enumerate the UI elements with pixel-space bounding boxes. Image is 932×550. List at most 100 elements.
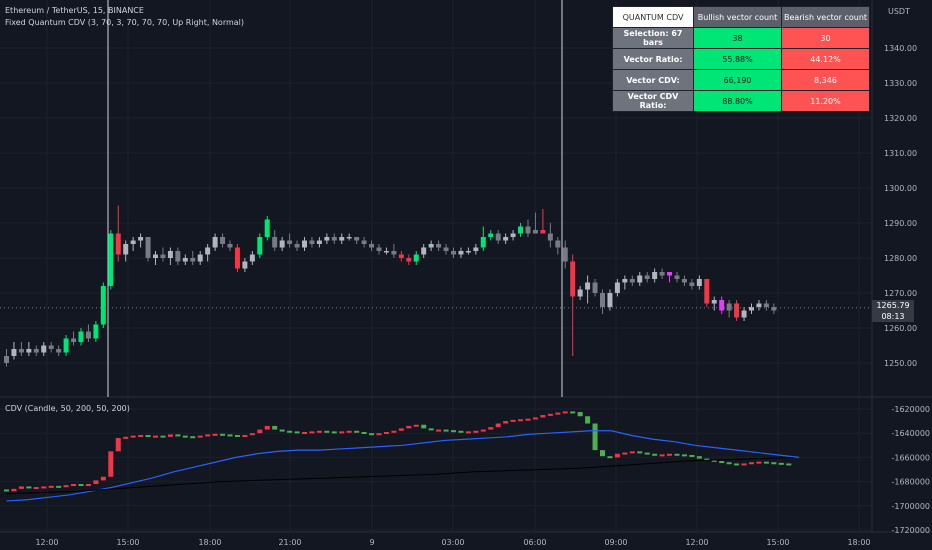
price-candle	[85, 331, 91, 339]
cdv-candle	[279, 429, 285, 432]
cdv-candle	[220, 433, 226, 436]
cdv-candle	[637, 451, 643, 454]
bearish-value: 11.20%	[781, 90, 870, 112]
price-candle	[391, 251, 397, 255]
cdv-candle	[361, 431, 367, 434]
cdv-candle	[413, 424, 419, 427]
cdv-candle	[786, 463, 792, 466]
price-candle	[503, 237, 509, 241]
price-candle	[518, 226, 524, 234]
cdv-candle	[577, 412, 583, 417]
cdv-candle	[257, 429, 263, 434]
cdv-candle	[480, 429, 486, 432]
cdv-candle	[41, 486, 47, 489]
price-candle	[63, 338, 69, 353]
cdv-candle	[726, 462, 732, 465]
price-tick-label: 1290.00	[884, 219, 917, 228]
price-candle	[234, 247, 240, 269]
price-candle	[749, 307, 754, 311]
price-candle	[398, 254, 404, 258]
cdv-candle	[316, 430, 322, 433]
cdv-candle	[48, 485, 54, 488]
cdv-candle	[398, 428, 404, 431]
price-candle	[294, 244, 300, 248]
price-candle	[592, 282, 598, 293]
price-candle	[570, 261, 576, 297]
cdv-candle	[160, 435, 166, 438]
cdv-candle	[383, 431, 389, 434]
bar-countdown: 08:13	[881, 312, 905, 321]
price-candle	[771, 307, 777, 311]
price-candle	[585, 282, 591, 290]
price-candle	[428, 244, 434, 248]
price-candle	[18, 349, 24, 353]
price-candle	[689, 282, 695, 286]
price-candle	[540, 230, 546, 234]
price-candle	[175, 251, 181, 262]
cdv-candle	[302, 431, 307, 434]
price-candle	[458, 251, 464, 255]
cdv-candle	[78, 484, 84, 487]
table-header-quantum-cdv: QUANTUM CDV	[612, 6, 694, 28]
cdv-candle	[532, 417, 538, 420]
price-candle	[249, 254, 255, 262]
price-tick-label: 1330.00	[884, 79, 917, 88]
cdv-candle	[689, 454, 695, 457]
price-candle	[182, 258, 188, 262]
cdv-candle	[510, 419, 516, 422]
cdv-candle	[421, 424, 427, 429]
price-candle	[264, 219, 270, 237]
cdv-candle	[592, 423, 598, 451]
cdv-candle	[391, 430, 397, 433]
bearish-value: 30	[781, 27, 870, 49]
last-price-value: 1265.79	[876, 301, 910, 310]
cdv-candle	[376, 433, 382, 436]
price-candle	[123, 244, 129, 255]
cdv-candle	[570, 411, 576, 414]
price-candle	[48, 345, 54, 349]
price-candle	[190, 258, 196, 262]
cdv-candle	[100, 476, 106, 481]
price-tick-label: 1280.00	[884, 254, 917, 263]
price-candle	[369, 244, 375, 248]
cdv-candle	[614, 453, 620, 458]
table-row-label: Vector CDV Ratio:	[612, 90, 694, 112]
price-candle	[711, 300, 717, 304]
cdv-tick-label: -1620000	[891, 405, 930, 414]
cdv-candle	[234, 435, 240, 438]
price-candle	[153, 254, 158, 258]
last-price-label: 1265.79 08:13	[872, 300, 914, 322]
price-candle	[71, 338, 77, 342]
price-tick-label: 1310.00	[884, 149, 917, 158]
price-candle	[659, 272, 665, 276]
cdv-candle	[212, 433, 218, 436]
cdv-candle	[249, 433, 255, 436]
price-candle	[525, 226, 531, 234]
cdv-candle	[607, 456, 613, 459]
cdv-candle	[346, 430, 352, 433]
price-candle	[600, 293, 605, 307]
price-candle	[629, 279, 635, 283]
bearish-value: 8,346	[781, 69, 870, 91]
price-candle	[383, 251, 389, 253]
price-candle	[257, 237, 263, 255]
price-candle	[674, 275, 680, 279]
cdv-candle	[11, 488, 17, 492]
indicator-title[interactable]: Fixed Quantum CDV (3, 70, 3, 70, 70, 70,…	[5, 18, 245, 27]
price-candle	[309, 240, 315, 244]
cdv-indicator-title[interactable]: CDV (Candle, 50, 200, 50, 200)	[5, 404, 130, 413]
bearish-value: 44.12%	[781, 48, 870, 70]
price-candle	[451, 251, 456, 255]
price-candle	[331, 237, 337, 241]
price-candle	[763, 303, 769, 307]
price-candle	[41, 345, 47, 353]
price-tick-label: 1300.00	[884, 184, 917, 193]
price-candle	[696, 279, 702, 286]
cdv-candle	[354, 430, 360, 433]
price-candle	[436, 244, 442, 248]
time-tick-label: 15:00	[116, 538, 139, 547]
cdv-candle	[71, 484, 77, 487]
cdv-candle	[540, 415, 546, 418]
